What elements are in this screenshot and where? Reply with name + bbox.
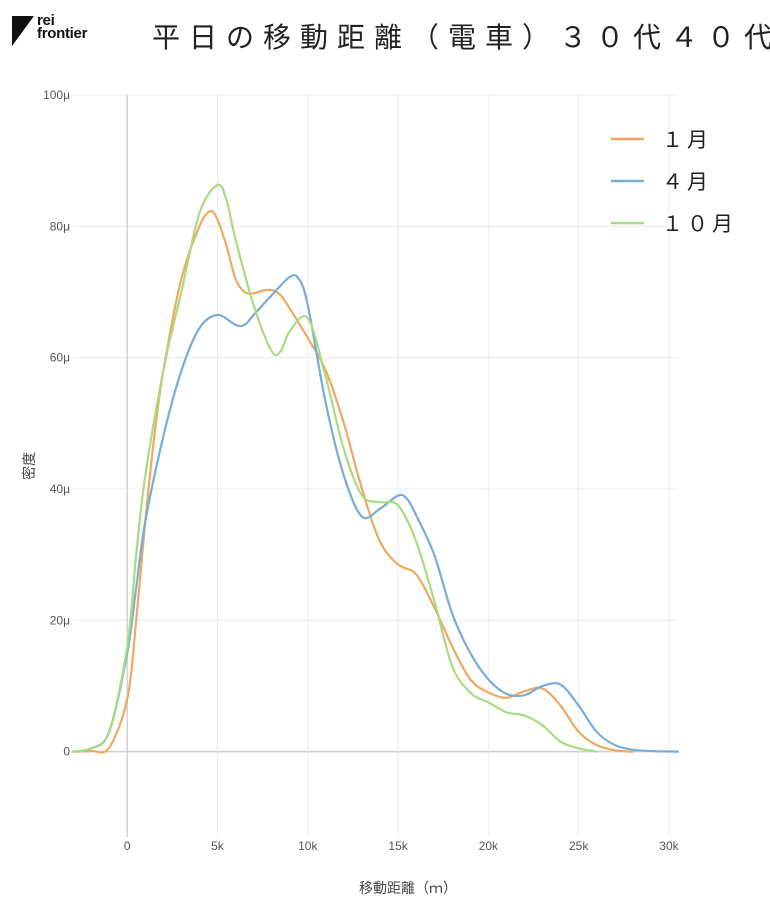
grid	[73, 94, 678, 837]
y-tick-label: 80μ	[50, 219, 70, 233]
x-tick-label: 25k	[569, 839, 589, 853]
series-lines	[71, 183, 680, 754]
x-tick-label: 5k	[211, 839, 225, 853]
series-line-2	[71, 273, 680, 753]
logo-line-1: rei	[37, 12, 55, 29]
axes: 0 20μ 40μ 60μ 80μ 100μ 0 5k 10k 15k 20k 25k 30k	[43, 88, 680, 853]
x-tick-label: 15k	[388, 839, 408, 853]
legend-label-1: １月	[662, 128, 712, 152]
y-tick-label: 20μ	[50, 613, 70, 627]
x-tick-label: 30k	[659, 839, 679, 853]
y-tick-label: 60μ	[50, 351, 70, 365]
logo-mark-icon	[12, 16, 34, 46]
x-tick-label: 20k	[479, 839, 499, 853]
legend-label-3: １０月	[662, 212, 737, 236]
logo-line-2: frontier	[37, 25, 88, 42]
series-line-1	[71, 209, 634, 754]
legend-label-2: ４月	[662, 170, 712, 194]
x-axis-title: 移動距離（ｍ）	[359, 880, 457, 897]
chart-title: 平日の移動距離（電車）３０代４０代	[152, 21, 770, 54]
x-tick-label: 0	[124, 839, 131, 853]
series-line-3	[71, 183, 598, 753]
y-tick-label: 40μ	[50, 482, 70, 496]
x-tick-label: 10k	[298, 839, 318, 853]
y-axis-title: 密度	[21, 452, 38, 480]
rei-frontier-logo: rei frontier	[12, 12, 88, 46]
y-tick-label: 0	[63, 745, 70, 759]
legend: １月 ４月 １０月	[611, 128, 737, 236]
y-tick-label: 100μ	[43, 88, 70, 102]
